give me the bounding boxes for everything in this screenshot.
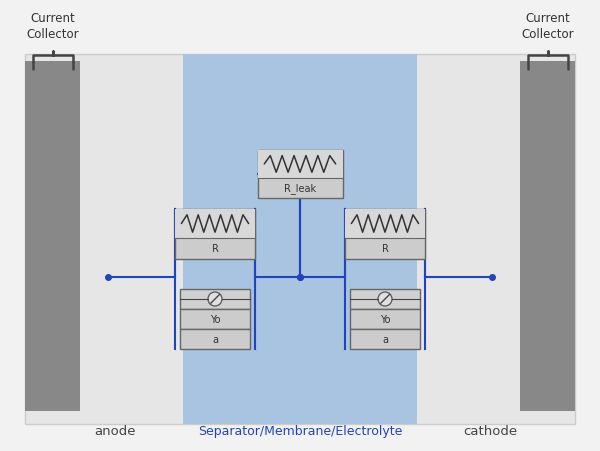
Bar — [257, 151, 343, 179]
Bar — [345, 210, 425, 259]
Bar — [257, 151, 343, 198]
Text: R_leak: R_leak — [284, 183, 316, 194]
Text: a: a — [212, 334, 218, 344]
Bar — [520, 62, 575, 411]
Text: Current
Collector: Current Collector — [26, 12, 79, 41]
Text: Separator/Membrane/Electrolyte: Separator/Membrane/Electrolyte — [198, 424, 402, 437]
Text: a: a — [382, 334, 388, 344]
Bar — [25, 62, 80, 411]
Text: Yo: Yo — [210, 314, 220, 324]
Bar — [25, 55, 575, 424]
Text: cathode: cathode — [463, 424, 517, 437]
Bar — [350, 290, 420, 309]
Text: R: R — [212, 244, 218, 254]
Text: Yo: Yo — [380, 314, 390, 324]
Bar — [183, 55, 417, 424]
Text: R: R — [382, 244, 388, 254]
Bar — [175, 210, 255, 239]
Bar — [350, 329, 420, 349]
Bar — [345, 210, 425, 239]
Bar — [180, 290, 250, 309]
Bar — [350, 309, 420, 329]
Bar — [180, 309, 250, 329]
Bar — [175, 210, 255, 259]
Circle shape — [208, 292, 222, 306]
Text: Current
Collector: Current Collector — [521, 12, 574, 41]
Bar — [180, 329, 250, 349]
Text: anode: anode — [94, 424, 136, 437]
Circle shape — [378, 292, 392, 306]
